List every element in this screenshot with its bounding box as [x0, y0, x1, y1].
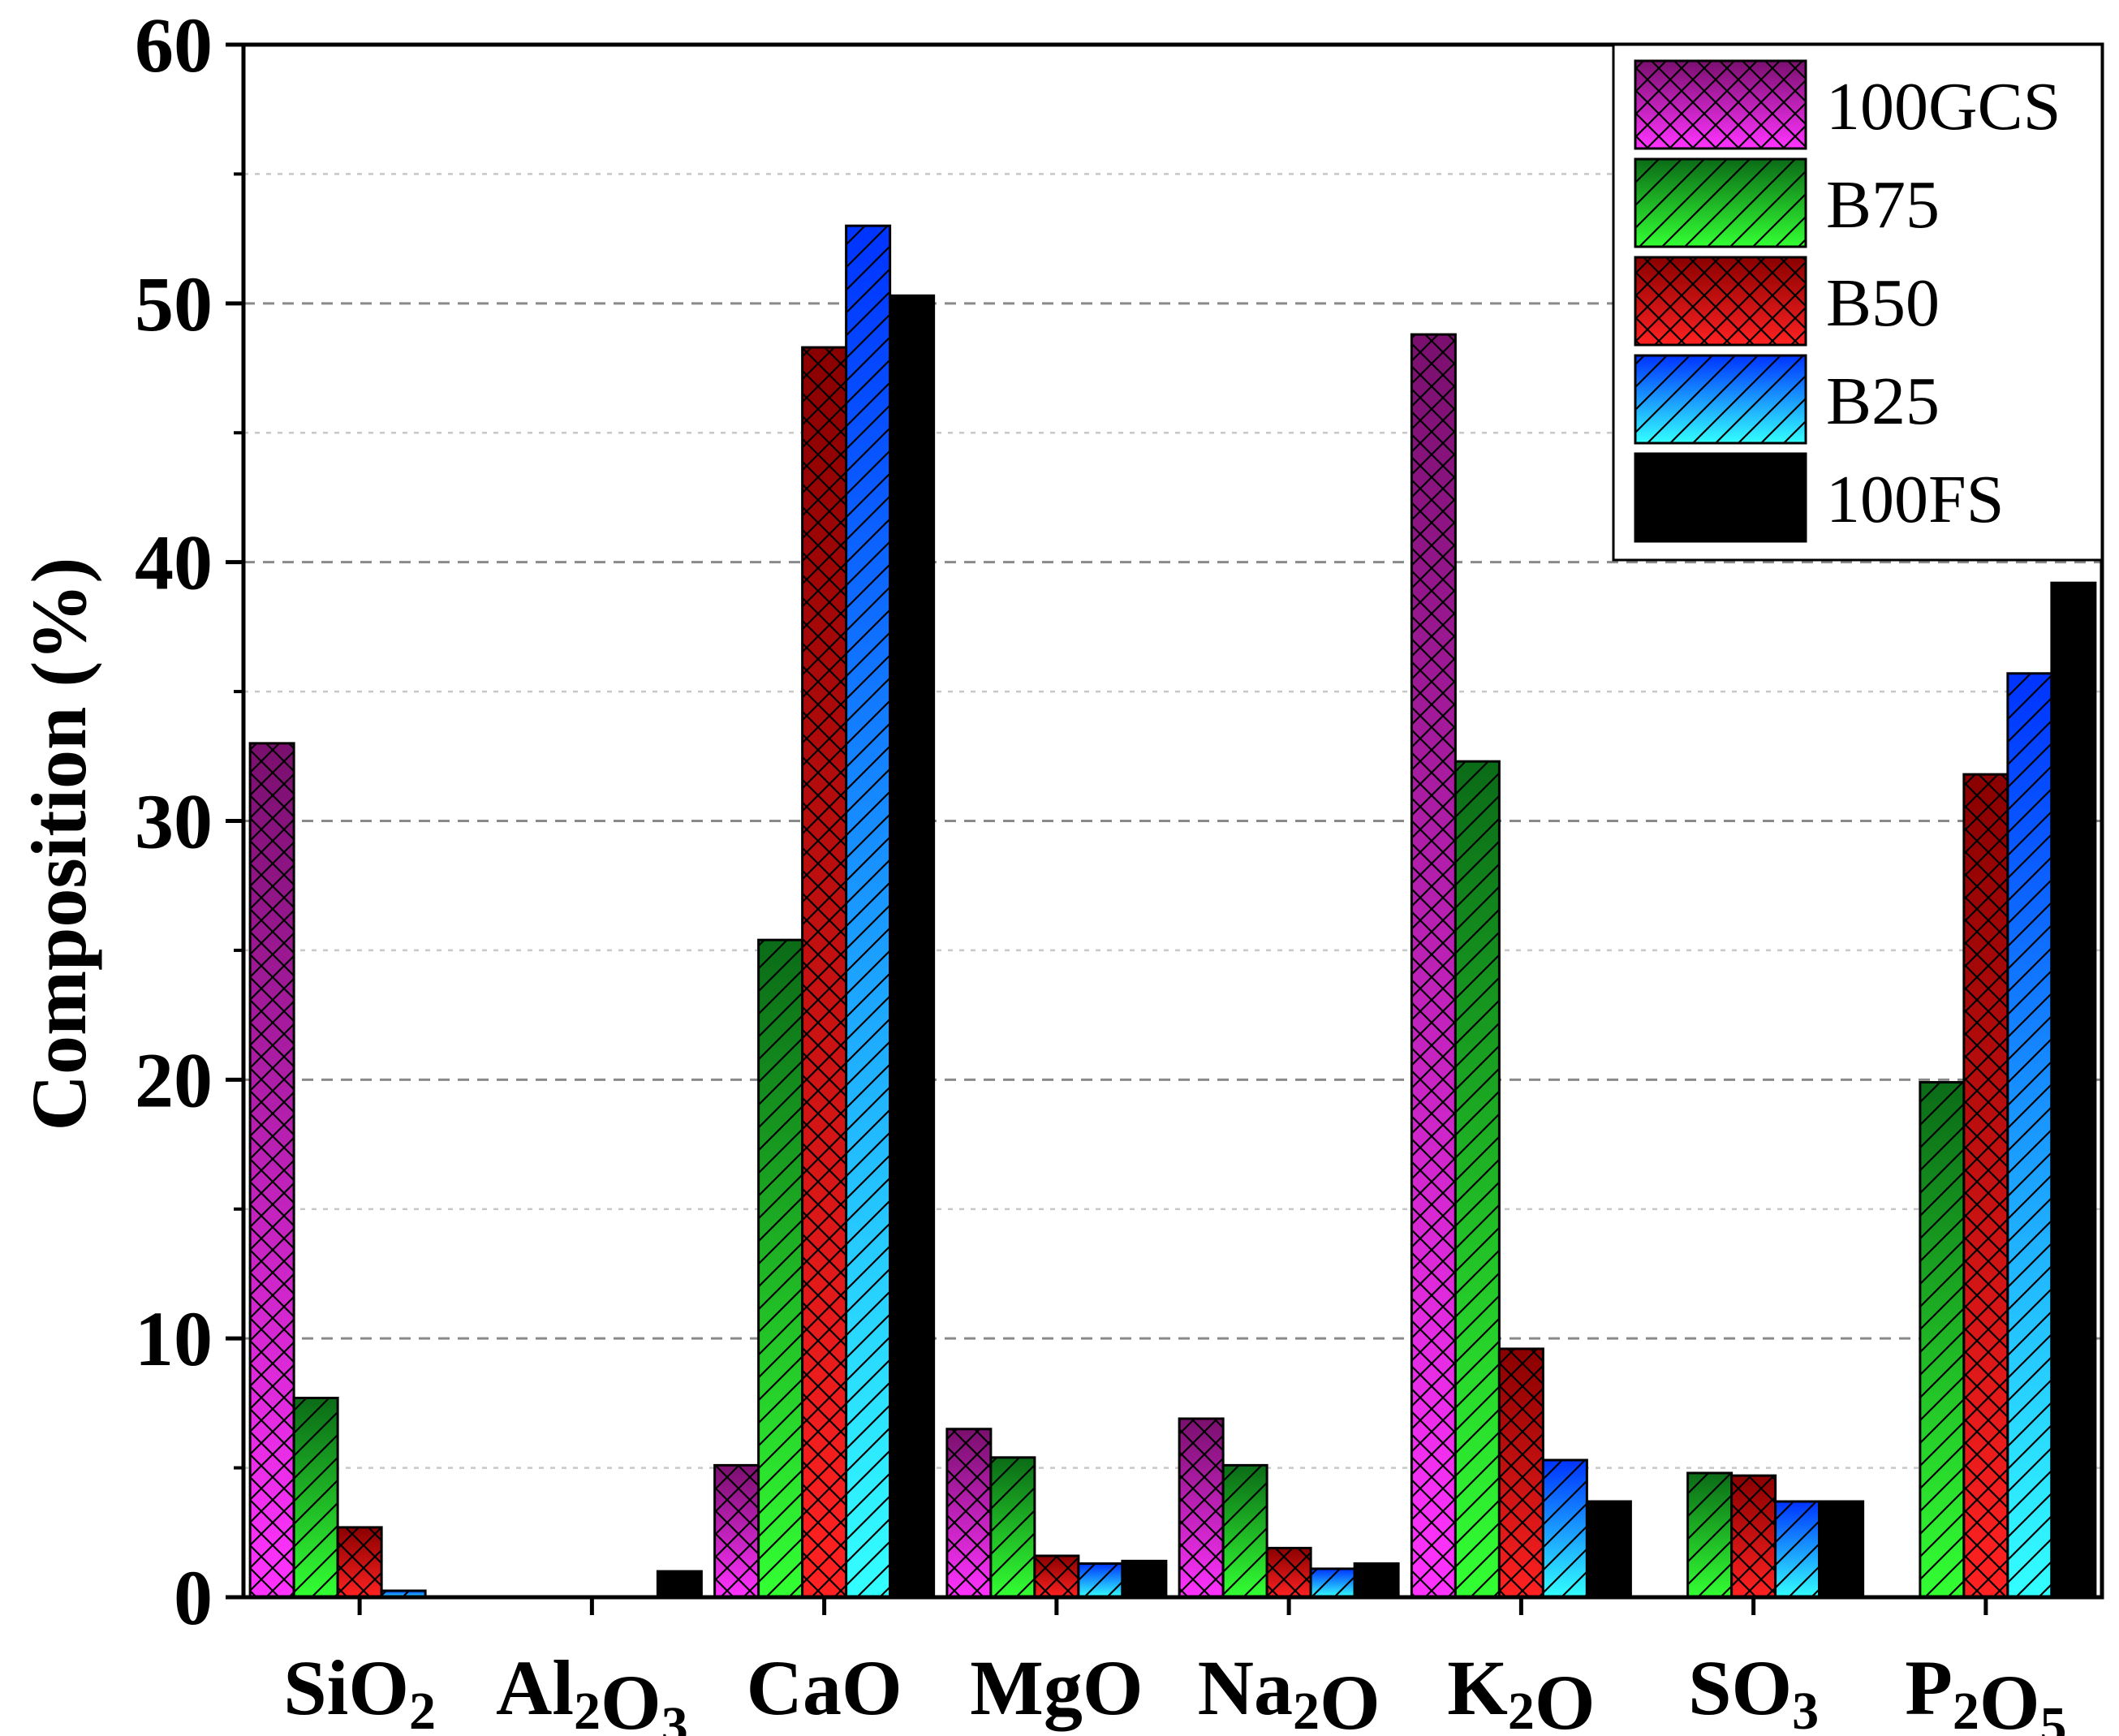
- bar-b25-na2o: [1309, 1567, 1356, 1599]
- y-tick-label: 40: [135, 519, 213, 606]
- bar-100fs-mgo: [1121, 1559, 1168, 1599]
- x-tick-label-sio: SiO2: [283, 1644, 436, 1736]
- legend-swatch: [1634, 256, 1807, 347]
- legend-swatch: [1634, 157, 1807, 248]
- legend-item-b25[interactable]: B25: [1634, 354, 1940, 445]
- legend-label: 100FS: [1826, 462, 2004, 537]
- x-tick-label-k2o: K2O: [1447, 1644, 1595, 1736]
- x-tick-label-cao: CaO: [747, 1644, 902, 1731]
- bar-b75-p2o5: [1919, 1081, 1966, 1599]
- y-tick-label: 10: [135, 1295, 213, 1382]
- axes: 0 10 20 30 40 50 60 SiO2 Al2O3 CaO MgO Na2O K2O SO3 P2…: [135, 2, 2104, 1736]
- y-tick-label: 30: [135, 778, 213, 865]
- bar-100fs-cao: [889, 294, 936, 1599]
- bar-b50-cao: [801, 346, 848, 1599]
- bar-b25-cao: [845, 224, 892, 1599]
- legend-item-100fs[interactable]: 100FS: [1634, 452, 2004, 543]
- x-tick-label-so3: SO3: [1688, 1644, 1819, 1736]
- bar-100fs-al2o3: [656, 1570, 703, 1599]
- bar-b75-mgo: [989, 1456, 1036, 1599]
- legend-swatch: [1634, 59, 1807, 150]
- y-axis-title: Composition (%): [15, 558, 102, 1131]
- bar-b25-k2o: [1541, 1458, 1588, 1599]
- bar-b75-cao: [757, 938, 804, 1599]
- legend-swatch: [1634, 354, 1807, 445]
- x-tick-label-p2o5: P2O5: [1905, 1644, 2066, 1736]
- legend-label: B75: [1826, 167, 1940, 243]
- bar-b50-mgo: [1033, 1554, 1080, 1599]
- bar-100gcs-cao: [713, 1463, 760, 1599]
- bars: [248, 224, 2097, 1599]
- legend-item-100gcs[interactable]: 100GCS: [1634, 59, 2061, 150]
- bar-b75-so3: [1686, 1471, 1734, 1599]
- bar-b75-na2o: [1221, 1463, 1268, 1599]
- y-tick-label: 0: [174, 1554, 213, 1641]
- legend-item-b75[interactable]: B75: [1634, 157, 1940, 248]
- bar-b50-na2o: [1265, 1546, 1312, 1599]
- legend-swatch: [1634, 452, 1807, 543]
- legend-label: B25: [1826, 364, 1940, 439]
- bar-b75-k2o: [1454, 760, 1501, 1599]
- y-tick-label: 20: [135, 1036, 213, 1123]
- bar-100fs-na2o: [1353, 1562, 1400, 1599]
- bar-100fs-so3: [1818, 1500, 1865, 1599]
- y-tick-label: 60: [135, 2, 213, 88]
- bar-100fs-k2o: [1585, 1500, 1632, 1599]
- legend-item-b50[interactable]: B50: [1634, 256, 1940, 347]
- x-tick-label-mgo: MgO: [970, 1644, 1143, 1731]
- bar-100gcs-k2o: [1410, 333, 1457, 1599]
- bar-b25-p2o5: [2006, 672, 2053, 1599]
- bar-100gcs-mgo: [945, 1428, 993, 1599]
- legend-label: B50: [1826, 265, 1940, 341]
- legend-label: 100GCS: [1826, 69, 2061, 144]
- x-tick-label-al2o3: Al2O3: [496, 1644, 688, 1736]
- bar-b75-sio: [292, 1396, 339, 1599]
- bar-b25-so3: [1774, 1500, 1821, 1599]
- bar-b50-p2o5: [1962, 773, 2009, 1599]
- bar-b50-so3: [1730, 1474, 1777, 1599]
- bar-100gcs-na2o: [1178, 1417, 1225, 1599]
- bar-b50-sio: [336, 1526, 383, 1599]
- bar-b25-mgo: [1077, 1562, 1124, 1599]
- y-tick-label: 50: [135, 261, 213, 347]
- bar-b50-k2o: [1497, 1347, 1544, 1599]
- x-tick-label-na2o: Na2O: [1198, 1644, 1380, 1736]
- bar-100gcs-sio: [248, 742, 295, 1599]
- legend[interactable]: 100GCS B75 B50 B25 100FS: [1612, 43, 2104, 562]
- bar-100fs-p2o5: [2050, 581, 2097, 1599]
